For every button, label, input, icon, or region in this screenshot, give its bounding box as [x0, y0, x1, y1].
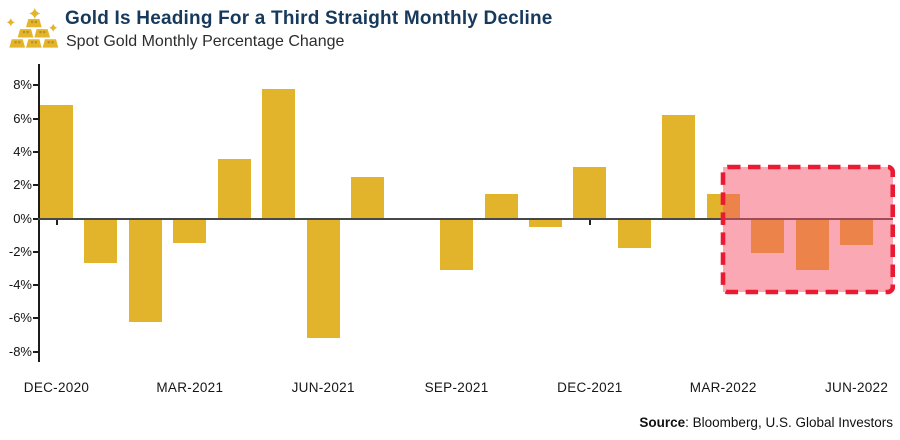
x-axis-tick	[588, 219, 591, 225]
x-axis-label: JUN-2022	[825, 380, 889, 395]
bar-jan-2022	[617, 218, 651, 249]
bar-apr-2022	[751, 218, 785, 254]
bar-oct-2021	[484, 193, 518, 219]
bar-feb-2022	[662, 115, 696, 219]
y-axis-tick-label: 2%	[13, 177, 32, 193]
x-axis-label: SEP-2021	[424, 380, 489, 395]
y-axis-tick-label: 8%	[13, 77, 32, 93]
bar-dec-2020	[40, 105, 73, 219]
y-axis-tick-label: -2%	[8, 243, 32, 259]
sparkle	[49, 23, 58, 32]
bar-sep-2021	[440, 218, 474, 271]
sparkle	[6, 18, 15, 27]
x-axis-label: JUN-2021	[291, 380, 355, 395]
page-title: Gold Is Heading For a Third Straight Mon…	[65, 8, 553, 29]
x-axis-label: DEC-2021	[557, 380, 623, 395]
y-axis-tick	[32, 184, 39, 187]
bar-feb-2021	[128, 218, 162, 322]
bar-jul-2021	[351, 176, 385, 219]
gold-bars-icon	[6, 7, 59, 48]
bar-dec-2021	[573, 166, 607, 219]
y-axis-line	[37, 64, 40, 362]
y-axis-tick-label: -6%	[8, 310, 32, 326]
bar-jan-2021	[84, 218, 118, 264]
y-axis-tick-label: 4%	[13, 143, 32, 159]
source-text: : Bloomberg, U.S. Global Investors	[685, 415, 893, 430]
y-axis-tick	[32, 217, 39, 220]
y-axis-tick	[32, 350, 39, 353]
source-label: Source	[639, 415, 686, 430]
bar-mar-2022	[706, 193, 740, 219]
y-axis-tick	[32, 84, 39, 87]
x-axis-tick	[55, 219, 58, 225]
x-axis-label: MAR-2021	[156, 380, 224, 395]
y-axis-tick-label: 0%	[13, 210, 32, 226]
bar-apr-2021	[217, 158, 251, 219]
y-axis-tick	[32, 117, 39, 120]
x-axis-label: DEC-2020	[23, 380, 90, 395]
zero-baseline	[37, 217, 893, 220]
y-axis-tick-label: -4%	[8, 277, 32, 293]
sparkle	[29, 7, 41, 20]
source-credit: Source: Bloomberg, U.S. Global Investors	[639, 415, 893, 430]
bar-jun-2022	[840, 218, 874, 246]
bar-jun-2021	[306, 218, 340, 339]
x-axis-tick	[722, 219, 725, 225]
y-axis-tick	[32, 317, 39, 320]
y-axis-tick-label: -8%	[8, 343, 32, 359]
page-subtitle: Spot Gold Monthly Percentage Change	[66, 33, 345, 50]
x-axis-label: MAR-2022	[689, 380, 757, 395]
bar-may-2021	[262, 88, 296, 219]
bar-nov-2021	[528, 218, 562, 227]
bar-may-2022	[795, 218, 829, 271]
y-axis-tick	[32, 250, 39, 253]
y-axis-tick-label: 6%	[13, 110, 32, 126]
y-axis-tick	[32, 284, 39, 287]
y-axis-tick	[32, 150, 39, 153]
bar-mar-2021	[173, 218, 207, 244]
